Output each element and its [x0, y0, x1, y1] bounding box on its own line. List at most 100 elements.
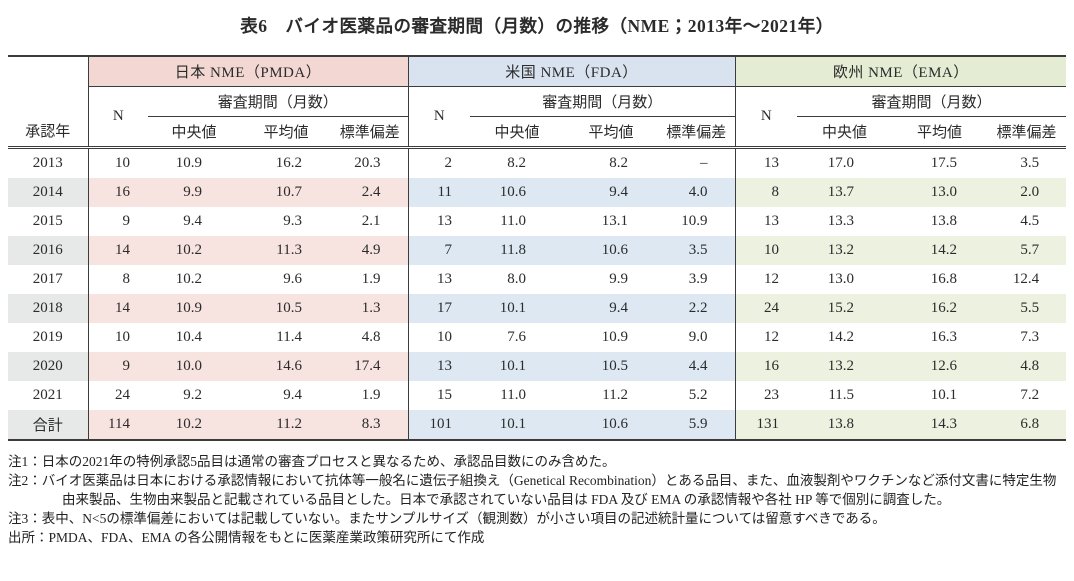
year-cell: 合計: [8, 410, 88, 440]
n-header-us: N: [407, 86, 470, 149]
year-header-cell: 承認年: [8, 56, 88, 149]
value-cell: 9.4: [283, 387, 302, 403]
subheader-mean-us: 平均値: [564, 116, 658, 149]
value-cell: 3.9: [688, 271, 708, 287]
value-cell: 14: [87, 294, 148, 323]
value-cell: 4.8: [361, 329, 381, 345]
year-cell: 2018: [8, 294, 88, 323]
value-cell: 8.2: [609, 155, 628, 171]
value-cell: 11.2: [240, 410, 332, 440]
value-cell: 10.0: [148, 352, 240, 381]
year-cell: 2013: [32, 155, 63, 171]
value-cell: 10.9: [601, 329, 628, 345]
value-cell: 13.3: [827, 213, 855, 229]
value-cell: 11.0: [500, 213, 526, 229]
value-cell: 11.8: [470, 236, 564, 265]
value-cell: 131: [734, 410, 798, 440]
value-cell: 12.4: [1012, 271, 1040, 287]
value-cell: 101: [407, 410, 470, 440]
value-cell: 12.6: [892, 352, 988, 381]
value-cell: 4.0: [658, 178, 736, 207]
value-cell: 13.2: [797, 352, 893, 381]
value-cell: 9.9: [148, 178, 240, 207]
value-cell: 10.1: [470, 352, 564, 381]
value-cell: 8: [734, 178, 798, 207]
value-cell: 10.9: [175, 155, 202, 171]
value-cell: 10.6: [564, 410, 658, 440]
period-header-row: N 審査期間（月数） N 審査期間（月数） N 審査期間（月数）: [8, 86, 1067, 149]
value-cell: 10.5: [240, 294, 332, 323]
value-cell: 2.4: [332, 178, 408, 207]
table-row: 2017 8 10.2 9.6 1.9 13 8.0 9.9 3.9 12 13.0 16.8 12.4: [8, 265, 1066, 294]
value-cell: 5.9: [658, 410, 736, 440]
value-cell: 11.5: [828, 387, 855, 403]
value-cell: 13.7: [797, 178, 893, 207]
value-cell: 7: [407, 236, 470, 265]
value-cell: 10.1: [470, 410, 564, 440]
value-cell: 14.2: [827, 329, 855, 345]
value-cell: 9: [87, 352, 148, 381]
value-cell: 2.2: [658, 294, 736, 323]
year-cell: 2020: [8, 352, 88, 381]
year-cell: 2021: [32, 387, 63, 403]
value-cell: 24: [734, 294, 798, 323]
year-cell: 2019: [32, 329, 63, 345]
value-cell: 11: [407, 178, 470, 207]
value-cell: 13: [407, 265, 470, 294]
value-cell: 10.1: [930, 387, 958, 403]
value-cell: 7.3: [1020, 329, 1040, 345]
value-cell: 10: [734, 236, 798, 265]
year-cell: 2015: [32, 213, 63, 229]
value-cell: 1.3: [332, 294, 408, 323]
table-row: 2013 10 10.9 16.2 20.3 2 8.2 8.2 – 13 17.0 17.5 3.5: [8, 147, 1066, 178]
table-row: 2014 16 9.9 10.7 2.4 11 10.6 9.4 4.0 8 13.7 13.0 2.0: [8, 178, 1067, 207]
value-cell: 13: [407, 352, 470, 381]
value-cell: 24: [87, 381, 148, 410]
n-header-japan: N: [87, 86, 148, 149]
year-cell: 2017: [32, 271, 63, 287]
period-header-us: 審査期間（月数）: [470, 86, 736, 117]
value-cell: 10.7: [240, 178, 332, 207]
value-cell: 13.0: [827, 271, 855, 287]
table-body: 2013 10 10.9 16.2 20.3 2 8.2 8.2–13 17.0 17.5 3.5 2…: [8, 147, 1067, 440]
subheader-median-europe: 中央値: [797, 116, 893, 149]
value-cell: 10.1: [470, 294, 564, 323]
value-cell: 9.4: [564, 178, 658, 207]
value-cell: 2.0: [987, 178, 1067, 207]
value-cell: 8.3: [332, 410, 408, 440]
group-header-japan: 日本 NME（PMDA）: [87, 56, 408, 87]
value-cell: 10.5: [564, 352, 658, 381]
value-cell: 20.3: [354, 155, 381, 171]
value-cell: 11.2: [602, 387, 628, 403]
value-cell: 16.8: [930, 271, 958, 287]
subheader-sd-us: 標準偏差: [658, 116, 736, 149]
value-cell: 10.6: [564, 236, 658, 265]
value-cell: 14: [87, 236, 148, 265]
value-cell: 10: [407, 323, 470, 352]
value-cell: 15: [407, 381, 470, 410]
value-cell: 13.0: [892, 178, 988, 207]
value-cell: 13.8: [797, 410, 893, 440]
subheader-median-us: 中央値: [470, 116, 564, 149]
value-cell: 13.8: [930, 213, 958, 229]
value-cell: 9: [87, 207, 148, 236]
value-cell: 17.4: [332, 352, 408, 381]
value-cell: 13.1: [601, 213, 628, 229]
value-cell: 17: [407, 294, 470, 323]
value-cell: 14.6: [240, 352, 332, 381]
value-cell: 8: [87, 265, 148, 294]
value-cell: 23: [734, 381, 798, 410]
value-cell: 9.4: [183, 213, 202, 229]
value-cell: 14.3: [892, 410, 988, 440]
table-row: 2019 10 10.4 11.4 4.8 10 7.6 10.9 9.0 12 14.2 16.3 7…: [8, 323, 1066, 352]
period-header-europe: 審査期間（月数）: [797, 86, 1067, 117]
value-cell: 10.2: [148, 410, 240, 440]
value-cell: 5.5: [987, 294, 1067, 323]
value-cell: 9.3: [283, 213, 302, 229]
value-cell: 8.0: [507, 271, 526, 287]
value-cell: 2: [407, 147, 470, 178]
table-row: 合計 114 10.2 11.2 8.3 101 10.1 10.6 5.9 131 13.8 14.…: [8, 410, 1067, 440]
value-cell: 4.9: [332, 236, 408, 265]
value-cell: 11.0: [500, 387, 526, 403]
table-row: 2021 24 9.2 9.4 1.9 15 11.0 11.2 5.2 23 11.5 10.1 7.…: [8, 381, 1066, 410]
